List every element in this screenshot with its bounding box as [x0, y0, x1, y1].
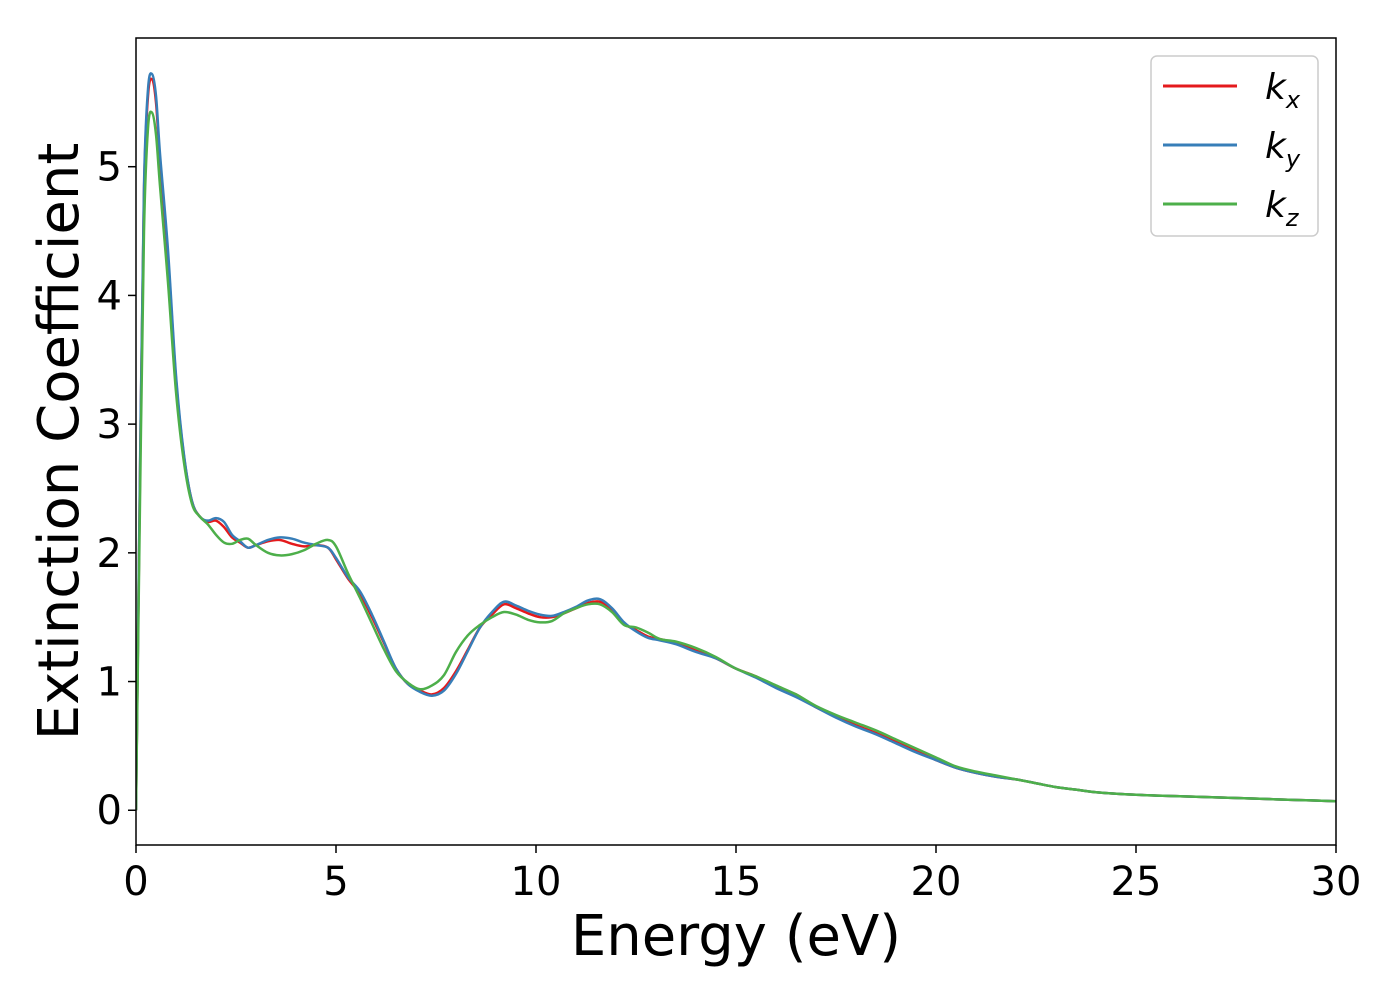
x-tick-label: 30 — [1311, 859, 1362, 905]
x-tick-label: 10 — [511, 859, 562, 905]
x-axis: 0 5 10 15 20 25 30 — [123, 845, 1361, 905]
legend-label-subscript: z — [1285, 204, 1300, 232]
x-tick-label: 5 — [323, 859, 348, 905]
y-axis: 0 1 2 3 4 5 — [97, 145, 136, 834]
legend-label-base: k — [1265, 67, 1288, 108]
y-tick-label: 5 — [97, 145, 122, 191]
legend-label-base: k — [1265, 185, 1288, 226]
legend-label-kz: kz — [1265, 185, 1300, 232]
y-axis-label: Extinction Coefficient — [27, 143, 92, 741]
y-tick-label: 0 — [97, 788, 122, 834]
x-tick-label: 20 — [911, 859, 962, 905]
y-tick-label: 1 — [97, 660, 122, 706]
x-axis-label: Energy (eV) — [571, 904, 901, 969]
series-line-kz — [136, 110, 1336, 811]
y-tick-label: 4 — [97, 273, 122, 319]
plot-lines — [136, 72, 1336, 811]
legend-label-base: k — [1265, 126, 1288, 167]
legend-label-kx: kx — [1265, 67, 1301, 114]
legend-label-ky: ky — [1265, 126, 1301, 173]
x-tick-label: 25 — [1111, 859, 1162, 905]
x-tick-label: 0 — [123, 859, 148, 905]
legend-label-subscript: x — [1285, 86, 1301, 114]
legend-label-subscript: y — [1285, 145, 1301, 173]
y-tick-label: 2 — [97, 531, 122, 577]
x-tick-label: 15 — [711, 859, 762, 905]
y-tick-label: 3 — [97, 402, 122, 448]
